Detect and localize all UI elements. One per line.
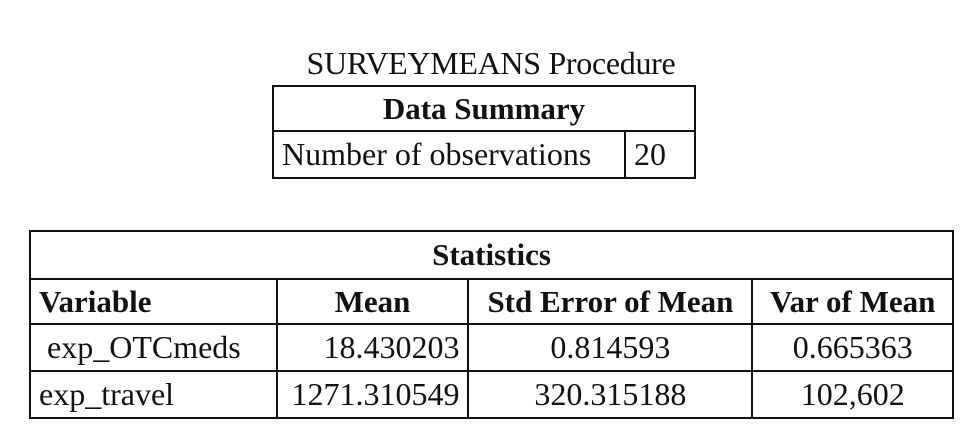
cell-var-of-mean: 0.665363 — [751, 323, 954, 372]
observations-value: 20 — [624, 130, 696, 179]
statistics-heading: Statistics — [29, 230, 954, 280]
data-summary-table: Data Summary Number of observations 20 — [272, 85, 696, 179]
column-header-var-of-mean: Var of Mean — [751, 278, 954, 325]
table-row: Number of observations 20 — [272, 130, 696, 179]
column-header-row: Variable Mean Std Error of Mean Var of M… — [29, 278, 954, 325]
column-header-variable: Variable — [29, 278, 278, 325]
statistics-caption-row: Statistics — [29, 230, 954, 280]
column-header-mean: Mean — [275, 278, 470, 325]
cell-std-error: 0.814593 — [467, 323, 754, 372]
data-summary-heading: Data Summary — [272, 85, 696, 132]
cell-variable: exp_travel — [29, 370, 278, 419]
observations-label: Number of observations — [272, 130, 626, 179]
table-row: exp_OTCmeds 18.430203 0.814593 0.665363 — [29, 323, 954, 372]
table-row: exp_travel 1271.310549 320.315188 102,60… — [29, 370, 954, 419]
cell-std-error: 320.315188 — [467, 370, 754, 419]
column-header-std-error: Std Error of Mean — [467, 278, 754, 325]
cell-mean: 18.430203 — [275, 323, 470, 372]
cell-mean: 1271.310549 — [275, 370, 470, 419]
statistics-table: Statistics Variable Mean Std Error of Me… — [29, 230, 954, 419]
data-summary-header-row: Data Summary — [272, 85, 696, 132]
procedure-title: SURVEYMEANS Procedure — [306, 45, 676, 81]
cell-var-of-mean: 102,602 — [751, 370, 954, 419]
cell-variable: exp_OTCmeds — [29, 323, 278, 372]
